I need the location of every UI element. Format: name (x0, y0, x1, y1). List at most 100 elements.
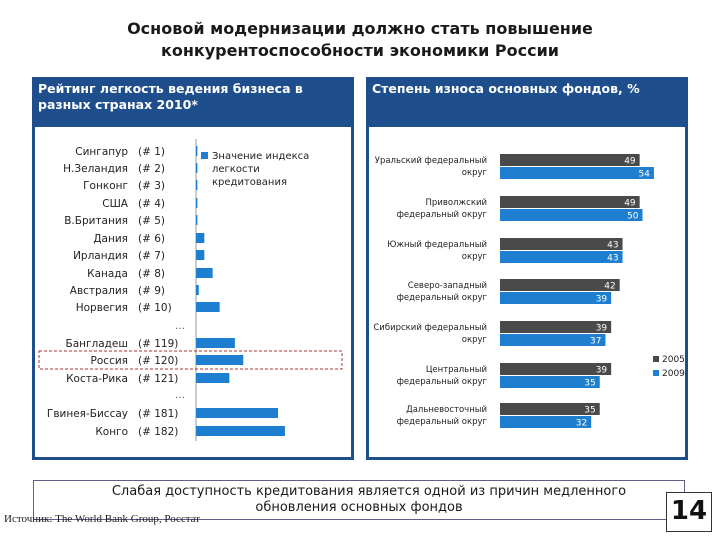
ranking-bar (196, 285, 199, 295)
russia-highlight-box (38, 350, 343, 370)
wear-value-label: 32 (576, 419, 587, 429)
ranking-bar (196, 233, 205, 243)
wear-bar-2009 (500, 167, 654, 179)
rank-label: (# 2) (138, 163, 165, 175)
legend-label-line3: кредитования (212, 177, 287, 188)
source-note: Источник: The World Bank Group, Росстат (4, 513, 201, 525)
slide-title-line1: Основой модернизации должно стать повыше… (127, 19, 593, 38)
conclusion-line1: Слабая доступность кредитования является… (111, 484, 627, 499)
region-label-line1: Северо-западный (408, 281, 487, 291)
legend-label-line2: легкости (212, 164, 260, 175)
ranking-bar (196, 198, 198, 208)
country-label: Дания (93, 233, 128, 245)
gap-marker: … (175, 321, 185, 332)
wear-bar-2009 (500, 251, 623, 263)
wear-value-label: 39 (596, 366, 608, 376)
ranking-bar (196, 268, 213, 278)
country-label: Ирландия (73, 250, 128, 262)
ranking-bar (196, 180, 198, 190)
country-label: Сингапур (75, 146, 128, 158)
slide-title: Основой модернизации должно стать повыше… (60, 18, 660, 62)
rank-label: (# 9) (138, 285, 165, 297)
region-label-line2: федеральный округ (397, 293, 488, 303)
region-label-line1: Центральный (426, 365, 487, 375)
region-label-line2: федеральный округ (397, 210, 488, 220)
legend-swatch-2009 (653, 370, 659, 376)
wear-value-label: 49 (624, 157, 636, 167)
wear-bar-2009 (500, 209, 643, 221)
region-label-line2: федеральный округ (397, 417, 488, 427)
rank-label: (# 8) (138, 268, 165, 280)
region-label-line1: Дальневосточный (406, 405, 487, 415)
rank-label: (# 182) (138, 426, 178, 438)
country-label: США (102, 198, 129, 210)
wear-chart-area: Уральский федеральный округ 49 54 Приволжски… (369, 127, 685, 457)
wear-value-label: 39 (596, 295, 608, 305)
region-label-line1: Сибирский федеральный (373, 323, 487, 333)
region-label-line2: округ (462, 252, 488, 262)
ranking-bar (196, 338, 235, 348)
wear-value-label: 43 (607, 254, 618, 264)
wear-value-label: 35 (584, 406, 595, 416)
wear-bar-2009 (500, 334, 606, 346)
wear-value-label: 42 (604, 282, 615, 292)
conclusion-box: Слабая доступность кредитования является… (33, 480, 685, 520)
country-label: Россия (91, 355, 128, 367)
wear-bar-2009 (500, 376, 600, 388)
wear-bar-2005 (500, 238, 623, 250)
legend-label-2005: 2005 (662, 355, 685, 365)
rank-label: (# 6) (138, 233, 165, 245)
wear-bar-2005 (500, 321, 612, 333)
region-label-line1: Южный федеральный (387, 240, 487, 250)
country-label: Бангладеш (66, 338, 129, 350)
country-label: Норвегия (76, 302, 128, 314)
country-label: Коста-Рика (66, 373, 128, 385)
country-label: Конго (95, 426, 128, 438)
country-label: Гонконг (83, 180, 128, 192)
ranking-bar (196, 215, 198, 225)
wear-chart: Уральский федеральныйокруг4954Приволжски… (373, 154, 685, 429)
wear-bar-2005 (500, 403, 600, 415)
ranking-bar (196, 426, 285, 436)
wear-value-label: 39 (596, 324, 608, 334)
ranking-panel: Рейтинг легкость ведения бизнеса в разны… (32, 77, 354, 460)
legend-label-line1: Значение индекса (212, 151, 309, 162)
country-label: Австралия (70, 285, 128, 297)
rank-label: (# 4) (138, 198, 165, 210)
ranking-bar (196, 355, 244, 365)
slide-title-line2: конкурентоспособности экономики России (160, 41, 559, 60)
ranking-panel-title: Рейтинг легкость ведения бизнеса в разны… (38, 81, 338, 113)
wear-bar-2005 (500, 363, 612, 375)
wear-value-label: 43 (607, 241, 618, 251)
country-label: Гвинея-Биссау (47, 408, 128, 420)
region-label-line1: Приволжский (426, 198, 487, 208)
wear-panel: Степень износа основных фондов, % Уральс… (366, 77, 688, 460)
wear-bar-2005 (500, 154, 640, 166)
wear-bar-2005 (500, 196, 640, 208)
ranking-bar (196, 250, 205, 260)
legend-swatch-2005 (653, 356, 659, 362)
legend-swatch (201, 152, 208, 159)
wear-value-label: 35 (584, 379, 595, 389)
country-label: Н.Зеландия (63, 163, 128, 175)
region-label-line1: Уральский федеральный (375, 156, 487, 166)
rank-label: (# 5) (138, 215, 165, 227)
region-label-line2: округ (462, 335, 488, 345)
legend-label-2009: 2009 (662, 369, 685, 379)
ranking-bar (196, 408, 279, 418)
ranking-chart: … … Сингапур (# 1) Н.Зеландия (# 2) Гонконг (# … (38, 139, 343, 441)
country-label: Канада (87, 268, 128, 280)
page-number: 14 (666, 492, 712, 532)
rank-label: (# 181) (138, 408, 178, 420)
rank-label: (# 119) (138, 338, 178, 350)
wear-value-label: 49 (624, 199, 636, 209)
wear-bar-2009 (500, 416, 592, 428)
ranking-bar (196, 163, 198, 173)
ranking-bar (196, 146, 198, 156)
gap-marker: … (175, 390, 185, 401)
country-label: В.Британия (64, 215, 128, 227)
region-label-line2: округ (462, 168, 488, 178)
rank-label: (# 10) (138, 302, 172, 314)
wear-value-label: 50 (627, 212, 639, 222)
ranking-bar (196, 302, 220, 312)
